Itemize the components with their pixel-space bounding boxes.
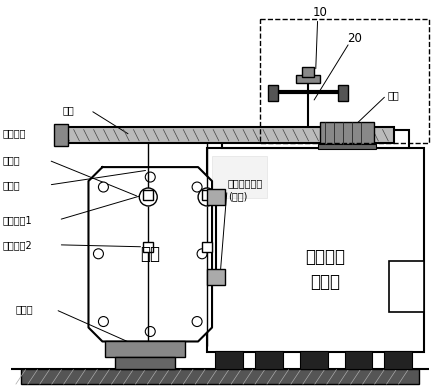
Bar (385, 351, 412, 370)
Bar (21, 370, 419, 384)
Bar (255, 351, 283, 370)
Bar (300, 351, 328, 370)
Circle shape (93, 249, 103, 259)
Text: 舱门: 舱门 (140, 245, 160, 263)
Text: 吊梁: 吊梁 (62, 105, 74, 115)
Bar (115, 357, 175, 370)
Bar (296, 75, 320, 83)
Bar (318, 144, 377, 149)
Text: (较链): (较链) (228, 191, 247, 201)
Circle shape (98, 317, 109, 326)
Bar (320, 122, 374, 144)
Circle shape (198, 188, 216, 206)
Polygon shape (89, 167, 212, 342)
Bar (212, 156, 267, 198)
Circle shape (192, 317, 202, 326)
Bar (54, 124, 67, 146)
Bar (215, 351, 243, 370)
Circle shape (145, 326, 155, 336)
Bar (143, 190, 153, 200)
Bar (260, 19, 429, 143)
Circle shape (192, 182, 202, 192)
Bar (207, 148, 424, 352)
Bar (207, 189, 225, 205)
Bar (302, 67, 314, 77)
Bar (58, 127, 394, 143)
Bar (143, 242, 153, 252)
Circle shape (98, 182, 109, 192)
Bar (268, 86, 278, 101)
Text: 直线导轨: 直线导轨 (3, 128, 26, 138)
Bar (338, 86, 348, 101)
Circle shape (145, 172, 155, 182)
Bar (202, 242, 212, 252)
Circle shape (139, 188, 157, 206)
Text: 千斤顶: 千斤顶 (16, 305, 33, 315)
Bar (105, 342, 185, 357)
Text: 舱门吊点2: 舱门吊点2 (3, 240, 32, 250)
Bar (222, 130, 409, 148)
Text: 电子称: 电子称 (3, 155, 20, 165)
Circle shape (197, 249, 207, 259)
Bar (202, 190, 212, 200)
Text: 配重: 配重 (388, 90, 399, 100)
Text: 20: 20 (347, 32, 362, 45)
Text: 阻尼稳速机构: 阻尼稳速机构 (228, 178, 263, 188)
Bar (389, 261, 424, 312)
Bar (207, 269, 225, 285)
Text: 空间飞行
器舱体: 空间飞行 器舱体 (306, 248, 346, 291)
Bar (345, 351, 373, 370)
Text: 钢丝绳: 钢丝绳 (3, 180, 20, 190)
Text: 舱门吊点1: 舱门吊点1 (3, 215, 32, 225)
Text: 10: 10 (312, 6, 327, 19)
